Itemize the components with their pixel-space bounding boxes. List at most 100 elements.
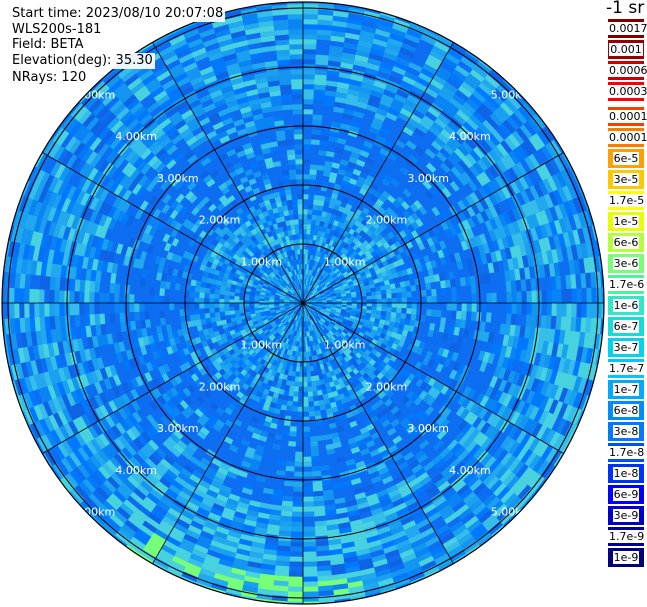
colorbar-tick-text: 1.7e-9 <box>608 530 646 543</box>
colorbar-swatch: 1.7e-6 <box>607 274 646 295</box>
colorbar-tick-label: 0.0006 <box>608 64 647 77</box>
colorbar-tick-label: 1e-5 <box>608 215 644 228</box>
azimuth-spoke <box>42 302 304 454</box>
colorbar-swatch: 6e-9 <box>607 484 645 505</box>
colorbar-swatch: 3e-8 <box>607 421 645 442</box>
colorbar-tick-label: 1e-8 <box>608 467 644 480</box>
colorbar-swatch: 3e-7 <box>607 337 645 358</box>
colorbar-swatch: 0.0001 <box>607 127 647 148</box>
colorbar-tick-label: 0.00017 <box>608 110 647 123</box>
colorbar-swatch: 1e-5 <box>607 211 645 232</box>
colorbar-tick-label: 1.7e-6 <box>608 278 646 291</box>
start-time-label: Start time: 2023/08/10 20:07:08 <box>10 6 226 22</box>
colorbar-swatch: 6e-7 <box>607 316 645 337</box>
range-label: 3.00km <box>157 422 199 435</box>
colorbar-tick-text: 6e-8 <box>612 404 640 417</box>
colorbar-tick-label: 3e-8 <box>608 425 644 438</box>
colorbar-tick-text: 1e-9 <box>612 551 640 564</box>
colorbar-tick-text: 1.7e-8 <box>608 446 646 459</box>
colorbar-tick-text: 1e-5 <box>612 215 640 228</box>
colorbar-tick-text: 3e-9 <box>612 509 640 522</box>
colorbar-tick-text: 1e-6 <box>612 299 640 312</box>
colorbar-tick-label: 1.7e-8 <box>608 446 646 459</box>
colorbar-tick-label: 6e-6 <box>608 236 644 249</box>
colorbar-swatch: 1e-9 <box>607 547 645 568</box>
range-label: 2.00km <box>199 214 241 227</box>
colorbar-swatch: 0.0003 <box>607 81 647 102</box>
range-labels: 1.00km 1.00km 1.00km 1.00km 2.00km 2.00km 2.00… <box>74 88 533 518</box>
colorbar-tick-label: 0.0003 <box>608 85 647 98</box>
colorbar-tick-label: 0.0001 <box>608 131 647 144</box>
colorbar-tick-label: 1e-9 <box>608 551 644 564</box>
colorbar-tick-label: 1.7e-9 <box>608 530 646 543</box>
colorbar-tick-label: 1.7e-5 <box>608 194 646 207</box>
colorbar-tick-text: 6e-7 <box>612 320 640 333</box>
colorbar-swatch: 6e-5 <box>607 148 645 169</box>
colorbar-swatch: 1.7e-7 <box>607 358 646 379</box>
colorbar-tick-text: 3e-6 <box>612 257 640 270</box>
colorbar: 0.0017 0.001 0.0006 0.0003 0.00017 0.0001 6e-5… <box>607 18 647 568</box>
range-label: 4.00km <box>449 464 491 477</box>
azimuth-spoke <box>302 152 564 304</box>
colorbar-swatch: 0.0006 <box>607 60 647 81</box>
colorbar-tick-label: 6e-8 <box>608 404 644 417</box>
colorbar-swatch: 1.7e-5 <box>607 190 646 211</box>
colorbar-swatch: 3e-6 <box>607 253 645 274</box>
colorbar-tick-label: 3e-7 <box>608 341 644 354</box>
ppi-plot: 1.00km 1.00km 1.00km 1.00km 2.00km 2.00km 2.00… <box>1 1 605 605</box>
range-label: 1.00km <box>240 255 282 268</box>
colorbar-swatch: 0.0017 <box>607 18 647 39</box>
colorbar-tick-text: 3e-8 <box>612 425 640 438</box>
colorbar-tick-label: 3e-6 <box>608 257 644 270</box>
colorbar-tick-label: 6e-9 <box>608 488 644 501</box>
colorbar-swatch: 0.00017 <box>607 106 647 127</box>
colorbar-tick-text: 1.7e-5 <box>608 194 646 207</box>
range-label: 5.00km <box>74 506 116 519</box>
colorbar-tick-label: 3e-5 <box>608 173 644 186</box>
colorbar-tick-label: 1.7e-7 <box>608 362 646 375</box>
azimuth-spoke <box>302 42 454 304</box>
range-label: 4.00km <box>115 464 157 477</box>
colorbar-tick-text: 6e-5 <box>612 152 640 165</box>
field-label: Field: BETA <box>10 37 86 53</box>
colorbar-tick-text: 0.0006 <box>608 64 647 77</box>
azimuth-spoke <box>302 302 454 564</box>
colorbar-swatch: 1e-6 <box>607 295 645 316</box>
colorbar-tick-text: 0.0017 <box>608 22 647 35</box>
colorbar-tick-text: 1e-7 <box>612 383 640 396</box>
range-label: 1.00km <box>324 255 366 268</box>
colorbar-tick-text: 6e-6 <box>612 236 640 249</box>
azimuth-spoke <box>152 42 304 304</box>
azimuth-spoke <box>42 152 304 304</box>
range-label: 3.00km <box>407 172 449 185</box>
azimuth-spoke <box>152 302 304 564</box>
range-label: 4.00km <box>449 130 491 143</box>
colorbar-swatch: 3e-5 <box>607 169 645 190</box>
elevation-label: Elevation(deg): 35.30 <box>10 53 155 69</box>
colorbar-swatch: 1.7e-8 <box>607 442 646 463</box>
colorbar-tick-label: 0.0017 <box>608 22 647 35</box>
colorbar-tick-label: 1e-6 <box>608 299 644 312</box>
nrays-label: NRays: 120 <box>10 70 89 86</box>
range-label: 1.00km <box>240 339 282 352</box>
colorbar-tick-text: 6e-9 <box>612 488 640 501</box>
range-label: 1.00km <box>324 339 366 352</box>
azimuth-spoke <box>302 302 564 454</box>
colorbar-swatch: 0.001 <box>607 39 645 60</box>
instrument-label: WLS200s-181 <box>10 22 104 38</box>
colorbar-swatch: 6e-6 <box>607 232 645 253</box>
colorbar-tick-text: 1.7e-7 <box>608 362 646 375</box>
outer-boundary <box>1 1 605 605</box>
colorbar-tick-label: 3e-9 <box>608 509 644 522</box>
backscatter-field <box>2 2 604 604</box>
range-label: 2.00km <box>366 380 408 393</box>
colorbar-tick-text: 3e-5 <box>612 173 640 186</box>
range-label: 4.00km <box>115 130 157 143</box>
colorbar-tick-text: 0.0003 <box>608 85 647 98</box>
range-label: 3.00km <box>407 422 449 435</box>
colorbar-swatch: 1e-8 <box>607 463 645 484</box>
colorbar-tick-text: 3e-7 <box>612 341 640 354</box>
colorbar-tick-text: 1.7e-6 <box>608 278 646 291</box>
colorbar-swatch: 1e-7 <box>607 379 645 400</box>
colorbar-swatch: 3e-9 <box>607 505 645 526</box>
